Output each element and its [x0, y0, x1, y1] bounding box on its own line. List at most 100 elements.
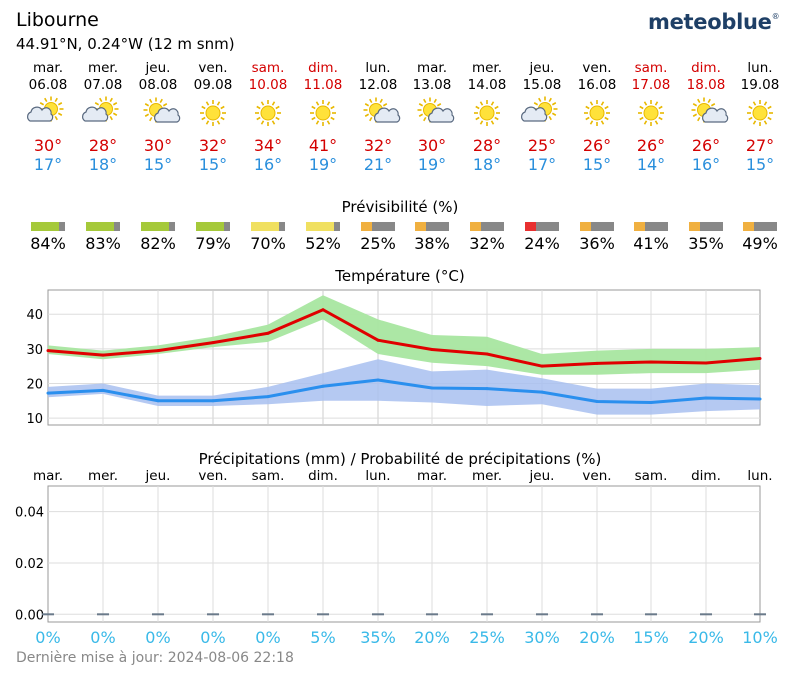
tmin-point	[758, 397, 762, 401]
precip-bar	[591, 613, 603, 616]
predictability-cell: 49%	[732, 222, 788, 253]
predictability-bar	[31, 222, 65, 231]
day-column: ven. 16.08 26° 15°	[569, 60, 625, 174]
precip-bar	[372, 613, 384, 616]
predictability-fill	[251, 222, 279, 231]
precip-bar	[536, 613, 548, 616]
temp-max: 27°	[745, 136, 775, 155]
tmax-point	[704, 361, 708, 365]
sun-icon	[185, 94, 241, 130]
day-date: 08.08	[138, 77, 178, 93]
precip-day-label: lun.	[365, 468, 391, 484]
predictability-value: 83%	[85, 234, 121, 253]
temp-max: 26°	[691, 136, 721, 155]
predictability-fill	[196, 222, 224, 231]
precip-day-label: ven.	[198, 468, 228, 484]
tmax-point	[758, 357, 762, 361]
sun-icon	[569, 94, 625, 130]
brand-name: meteoblue	[648, 10, 772, 34]
temp-max: 28°	[472, 136, 502, 155]
precip-day-label: jeu.	[529, 468, 555, 484]
sun-cloud-right-icon	[678, 94, 734, 130]
meteoblue-logo[interactable]: meteoblue®	[648, 10, 780, 34]
tmax-point	[156, 349, 160, 353]
predictability-cell: 82%	[130, 222, 186, 253]
tmax-point	[321, 308, 325, 312]
day-name: ven.	[582, 60, 612, 76]
location-coords: 44.91°N, 0.24°W (12 m snm)	[16, 35, 235, 53]
predictability-fill	[525, 222, 536, 231]
day-date: 09.08	[193, 77, 233, 93]
tmax-point	[430, 348, 434, 352]
tmax-range-band	[48, 295, 760, 375]
day-date: 18.08	[686, 77, 726, 93]
tmin-line	[47, 378, 761, 405]
predictability-value: 35%	[688, 234, 724, 253]
precip-day-label: ven.	[582, 468, 612, 484]
predictability-bar	[470, 222, 504, 231]
tmin-point	[321, 384, 325, 388]
day-date: 13.08	[412, 77, 452, 93]
precip-bar	[42, 613, 54, 616]
predictability-bar	[361, 222, 395, 231]
temp-max: 25°	[527, 136, 557, 155]
day-column: dim. 11.08 41° 19°	[295, 60, 351, 174]
predictability-bar	[525, 222, 559, 231]
precip-chart: 0.00 0.02 0.04	[15, 485, 766, 623]
day-name: mar.	[32, 60, 64, 76]
tmin-point	[211, 399, 215, 403]
predictability-cell: 35%	[678, 222, 734, 253]
day-date: 19.08	[740, 77, 780, 93]
temp-min: 15°	[143, 155, 173, 174]
y-tick-label: 0.02	[15, 557, 44, 572]
day-column: mar. 13.08 30° 19°	[404, 60, 460, 174]
tmin-point	[101, 388, 105, 392]
precip-probability: 0%	[145, 628, 171, 647]
day-column: dim. 18.08 26° 16°	[678, 60, 734, 174]
predictability-cell: 38%	[404, 222, 460, 253]
day-name: dim.	[691, 60, 721, 76]
predictability-value: 32%	[469, 234, 505, 253]
temp-min: 15°	[745, 155, 775, 174]
day-date: 14.08	[467, 77, 507, 93]
tmax-point	[46, 349, 50, 353]
precip-day-label: mer.	[471, 468, 503, 484]
precip-probability: 0%	[35, 628, 61, 647]
predictability-bar	[580, 222, 614, 231]
tmax-point	[649, 360, 653, 364]
precip-day-label: mar.	[416, 468, 448, 484]
sun-cloud-right-icon	[404, 94, 460, 130]
day-date: 06.08	[28, 77, 68, 93]
tmin-point	[485, 387, 489, 391]
tmax-point	[101, 353, 105, 357]
predictability-value: 24%	[524, 234, 560, 253]
predictability-value: 79%	[195, 234, 231, 253]
temp-min: 19°	[417, 155, 447, 174]
predictability-fill	[580, 222, 591, 231]
temp-max: 41°	[308, 136, 338, 155]
predictability-bar	[141, 222, 175, 231]
precip-bar	[645, 613, 657, 616]
tmin-point	[156, 399, 160, 403]
precip-probability: 10%	[742, 628, 778, 647]
day-date: 15.08	[522, 77, 562, 93]
day-name: sam.	[634, 60, 668, 76]
day-column: mer. 07.08 28° 18°	[75, 60, 131, 174]
day-name: jeu.	[529, 60, 555, 76]
precip-bar	[152, 613, 164, 616]
temp-min: 18°	[472, 155, 502, 174]
day-column: mar. 06.08 30° 17°	[20, 60, 76, 174]
tmin-point	[430, 386, 434, 390]
predictability-value: 52%	[305, 234, 341, 253]
temp-min: 16°	[253, 155, 283, 174]
predictability-bar	[251, 222, 285, 231]
tmin-point	[540, 390, 544, 394]
precip-day-label: mar.	[32, 468, 64, 484]
day-date: 11.08	[303, 77, 343, 93]
predictability-cell: 25%	[350, 222, 406, 253]
predictability-fill	[634, 222, 645, 231]
tmin-point	[376, 378, 380, 382]
y-tick-label: 40	[26, 308, 43, 323]
tmax-point	[485, 352, 489, 356]
precip-probability: 25%	[469, 628, 505, 647]
